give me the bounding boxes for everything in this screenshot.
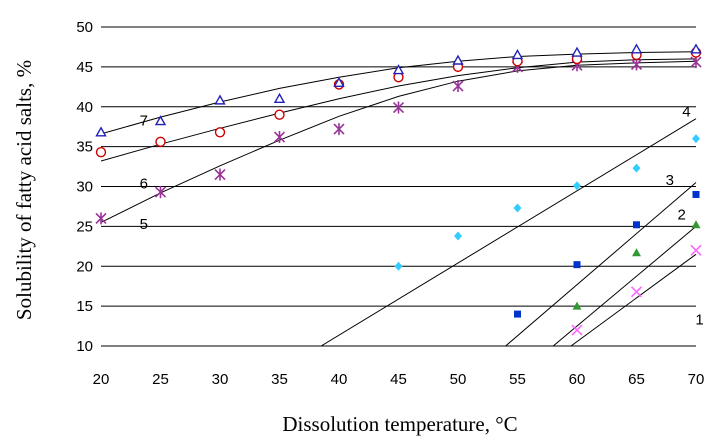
data-point-series-1 — [571, 324, 583, 336]
x-tick-label: 30 — [212, 371, 229, 388]
curve-label-4: 4 — [682, 104, 690, 121]
data-point-series-7 — [273, 92, 286, 103]
data-point-series-3 — [633, 221, 640, 229]
data-point-series-7 — [392, 64, 405, 75]
x-tick-label: 40 — [331, 371, 348, 388]
data-point-series-5 — [95, 212, 107, 225]
y-tick-labels: 10 15 20 25 30 35 40 45 50 — [76, 19, 93, 355]
data-point-series-5 — [273, 131, 286, 144]
y-tick-label: 35 — [76, 139, 93, 156]
curve-label-7: 7 — [140, 112, 148, 129]
y-tick-label: 25 — [76, 218, 93, 235]
y-axis-title: Solubility of fatty acid salts, % — [12, 60, 36, 320]
data-point-series-6 — [274, 109, 285, 120]
x-tick-label: 50 — [450, 371, 467, 388]
x-tick-label: 20 — [93, 371, 110, 388]
data-point-series-4 — [632, 163, 641, 173]
fit-curves — [101, 51, 697, 346]
curve-label-5: 5 — [140, 216, 148, 233]
curve-label-6: 6 — [140, 175, 148, 192]
fit-curve-5 — [101, 60, 697, 223]
fit-curve-2 — [552, 226, 697, 346]
data-point-series-4 — [454, 231, 462, 241]
data-point-series-2 — [691, 220, 701, 229]
data-point-series-5 — [333, 123, 345, 136]
data-point-series-7 — [571, 46, 583, 57]
data-point-series-7 — [333, 76, 345, 88]
data-point-series-1 — [690, 244, 702, 256]
data-point-series-4 — [513, 203, 522, 213]
y-tick-label: 50 — [76, 19, 93, 36]
y-tick-label: 20 — [76, 258, 93, 275]
data-point-series-7 — [95, 126, 107, 137]
x-tick-label: 45 — [390, 371, 407, 388]
data-point-series-4 — [573, 181, 581, 191]
data-point-series-7 — [511, 48, 524, 60]
fit-curve-3 — [505, 182, 697, 346]
data-point-series-5 — [392, 101, 405, 114]
data-point-series-6 — [155, 136, 166, 148]
data-point-series-7 — [154, 115, 167, 126]
data-point-series-5 — [690, 56, 702, 69]
x-tick-label: 70 — [688, 371, 705, 388]
data-point-series-2 — [572, 301, 582, 310]
y-tick-label: 10 — [76, 338, 93, 355]
curve-label-1: 1 — [695, 312, 703, 329]
fit-curve-4 — [320, 118, 697, 346]
data-point-series-5 — [214, 168, 226, 181]
data-point-series-3 — [573, 261, 581, 269]
x-tick-label: 60 — [569, 371, 586, 388]
data-point-series-5 — [452, 80, 464, 93]
fit-curve-6 — [101, 58, 697, 162]
data-point-series-7 — [690, 43, 702, 54]
data-point-series-3 — [514, 310, 521, 318]
y-tick-label: 45 — [76, 59, 93, 76]
data-point-series-4 — [692, 134, 700, 144]
data-point-series-5 — [630, 58, 643, 71]
x-tick-labels: 20 25 30 35 40 45 50 55 60 65 70 — [93, 371, 705, 388]
data-markers — [95, 43, 702, 336]
data-point-series-1 — [630, 286, 643, 298]
data-point-series-5 — [154, 186, 167, 199]
curve-label-3: 3 — [666, 172, 674, 189]
data-point-series-2 — [632, 248, 641, 257]
data-point-series-6 — [95, 147, 107, 158]
x-tick-label: 65 — [628, 371, 645, 388]
fit-curve-1 — [570, 253, 697, 346]
data-point-series-6 — [214, 127, 226, 138]
data-point-series-3 — [692, 190, 700, 198]
data-point-series-7 — [630, 43, 643, 54]
y-tick-label: 15 — [76, 298, 93, 315]
x-axis-title: Dissolution temperature, °C — [282, 412, 517, 436]
data-point-series-7 — [452, 54, 464, 65]
x-tick-label: 35 — [271, 371, 288, 388]
data-point-series-7 — [214, 94, 226, 105]
y-tick-label: 30 — [76, 179, 93, 196]
curve-label-2: 2 — [678, 206, 686, 223]
data-point-series-4 — [394, 261, 403, 271]
x-tick-label: 55 — [509, 371, 526, 388]
x-tick-label: 25 — [152, 371, 169, 388]
y-tick-label: 40 — [76, 99, 93, 116]
